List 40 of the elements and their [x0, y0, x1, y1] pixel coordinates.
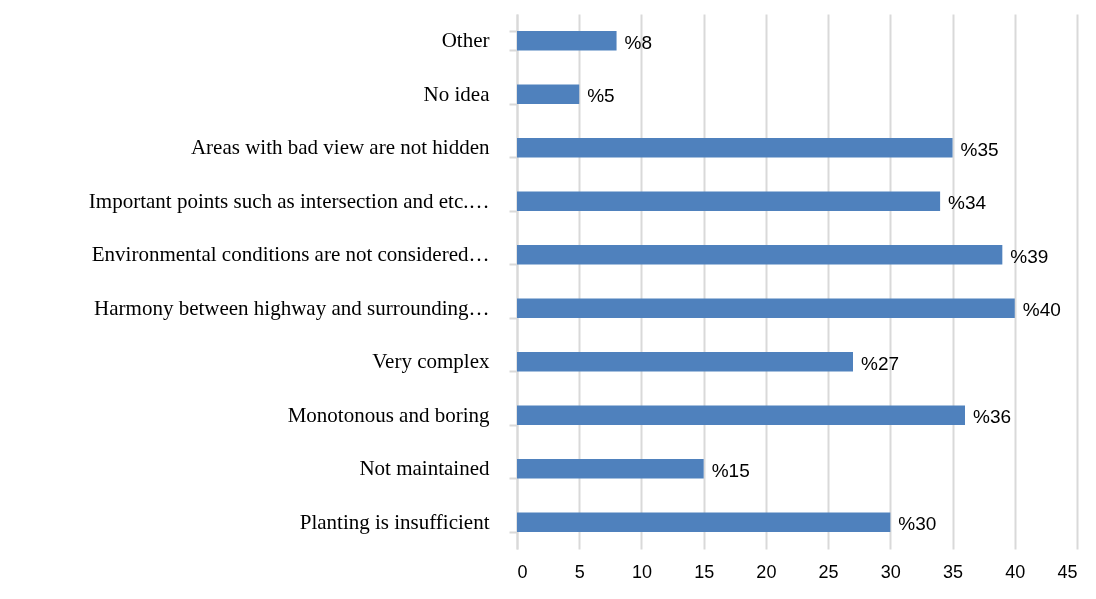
data-label: %30: [898, 513, 937, 535]
bar: [517, 298, 1015, 318]
x-tick-label: 5: [574, 561, 585, 582]
x-tick-label: 30: [880, 561, 901, 582]
x-tick-label: 45: [1057, 561, 1078, 582]
y-tick-label: Monotonous and boring: [287, 402, 490, 427]
y-tick-label: Very complex: [372, 349, 490, 374]
data-label: %36: [973, 406, 1012, 428]
data-label: %8: [624, 31, 653, 53]
y-tick-label: Environmental conditions are not considered…: [91, 242, 490, 267]
data-label: %35: [960, 138, 999, 160]
bar: [517, 191, 941, 211]
x-tick-label: 20: [756, 561, 777, 582]
bar: [517, 352, 853, 372]
y-tick-label: Important points such as intersection and etc.…: [88, 188, 490, 213]
bar: [517, 512, 891, 532]
y-tick-label: Harmony between highway and surrounding…: [94, 295, 490, 320]
x-tick-label: 15: [694, 561, 715, 582]
data-label: %40: [1022, 299, 1061, 321]
x-tick-label: 35: [943, 561, 964, 582]
bar: [517, 245, 1003, 265]
data-label: %15: [711, 459, 750, 481]
bar: [517, 405, 965, 425]
x-tick-label: 0: [517, 561, 528, 582]
y-tick-label: Planting is insufficient: [299, 509, 490, 534]
data-label: %34: [948, 192, 987, 214]
y-tick-label: No idea: [423, 81, 491, 106]
data-label: %39: [1010, 245, 1049, 267]
data-label: %5: [587, 85, 615, 107]
data-label: %27: [861, 352, 900, 374]
x-tick-label: 25: [818, 561, 839, 582]
y-tick-label: Not maintained: [359, 456, 490, 481]
bar: [517, 138, 953, 158]
bar: [517, 31, 617, 51]
y-tick-label: Other: [441, 28, 490, 53]
bar: [517, 84, 580, 104]
bar: [517, 459, 704, 479]
y-tick-label: Areas with bad view are not hidden: [190, 135, 490, 160]
x-tick-label: 40: [1005, 561, 1026, 582]
x-tick-label: 10: [631, 561, 652, 582]
